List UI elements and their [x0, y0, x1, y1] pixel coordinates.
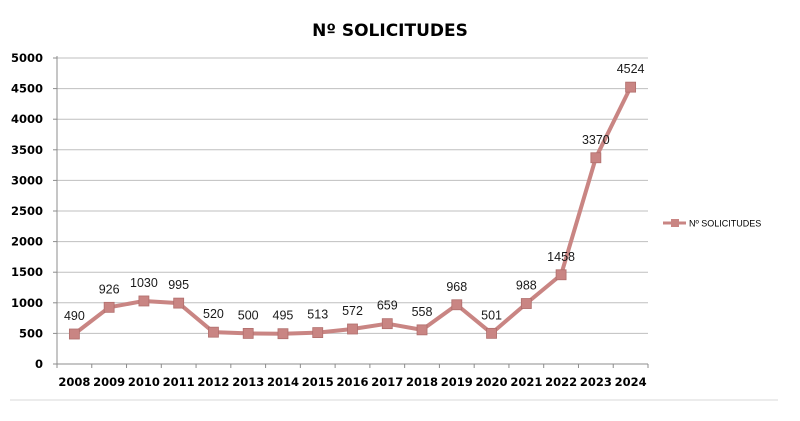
data-point-marker	[486, 327, 497, 339]
x-tick-label: 2020	[476, 375, 508, 389]
chart-title: Nº SOLICITUDES	[312, 21, 468, 41]
data-point-marker	[138, 295, 150, 307]
x-tick-label: 2014	[267, 375, 299, 389]
data-label: 490	[64, 309, 85, 323]
y-tick-label: 4500	[11, 82, 43, 96]
data-label: 1458	[547, 250, 575, 264]
y-tick-label: 3500	[11, 143, 43, 157]
data-label: 513	[307, 308, 328, 322]
data-point-marker	[347, 323, 358, 335]
x-tick-label: 2015	[302, 375, 334, 389]
data-point-marker	[520, 298, 532, 309]
x-tick-label: 2013	[232, 375, 264, 389]
data-label: 968	[446, 280, 467, 294]
gridlines	[57, 57, 648, 334]
data-label: 558	[412, 305, 433, 319]
x-tick-label: 2018	[406, 375, 438, 389]
x-tick-label: 2021	[510, 375, 542, 389]
data-point-marker	[590, 152, 602, 164]
data-label: 500	[238, 308, 259, 322]
axes	[53, 56, 649, 368]
series-group	[68, 81, 637, 340]
data-label: 572	[342, 304, 363, 318]
data-point-marker	[103, 301, 115, 313]
data-point-marker	[381, 318, 393, 330]
data-point-marker	[451, 299, 463, 311]
x-tick-label: 2022	[545, 375, 577, 389]
data-label: 659	[377, 299, 398, 313]
data-point-marker	[416, 324, 428, 336]
y-axis-tick-labels: 0 500 1000 1500 2000 2500 3000 3500 4000 4500 5000	[11, 51, 43, 371]
x-tick-label: 2009	[93, 375, 125, 389]
x-tick-label: 2016	[336, 375, 368, 389]
data-label: 926	[99, 282, 120, 296]
data-label: 520	[203, 307, 224, 321]
y-tick-label: 2500	[11, 204, 43, 218]
x-tick-label: 2012	[197, 375, 229, 389]
data-label: 4524	[617, 62, 645, 76]
data-label: 495	[273, 309, 294, 323]
data-labels: 490 926 1030 995 520 500 495 513 572 659 558 968 501…	[64, 62, 645, 323]
y-tick-label: 3000	[11, 173, 43, 187]
x-axis-tick-labels: 2008 2009 2010 2011 2012 2013 2014 2015 2016 2017…	[58, 375, 646, 389]
y-tick-label: 500	[19, 326, 43, 340]
x-tick-label: 2011	[163, 375, 195, 389]
data-point-marker	[277, 328, 289, 340]
x-tick-label: 2010	[128, 375, 160, 389]
data-point-marker	[555, 269, 567, 281]
data-label: 995	[168, 278, 189, 292]
x-tick-label: 2019	[441, 375, 473, 389]
data-label: 988	[516, 279, 537, 293]
data-label: 3370	[582, 133, 610, 147]
legend-marker-swatch	[671, 219, 679, 227]
data-point-marker	[312, 327, 324, 339]
x-tick-label: 2024	[615, 375, 647, 389]
y-tick-label: 4000	[11, 112, 43, 126]
y-tick-label: 1500	[11, 265, 43, 279]
data-point-marker	[242, 327, 254, 339]
data-label: 501	[481, 308, 502, 322]
data-label: 1030	[130, 276, 158, 290]
data-point-marker	[625, 81, 637, 93]
y-tick-label: 5000	[11, 51, 43, 65]
x-tick-label: 2023	[580, 375, 612, 389]
x-tick-label: 2017	[371, 375, 403, 389]
data-point-marker	[68, 328, 80, 340]
y-tick-label: 1000	[11, 296, 43, 310]
y-tick-label: 2000	[11, 235, 43, 249]
legend-entry-label: Nº SOLICITUDES	[689, 219, 761, 229]
y-tick-label: 0	[35, 357, 43, 371]
data-point-marker	[173, 297, 185, 309]
x-tick-label: 2008	[58, 375, 90, 389]
data-point-marker	[208, 326, 219, 338]
legend: Nº SOLICITUDES	[663, 219, 761, 229]
